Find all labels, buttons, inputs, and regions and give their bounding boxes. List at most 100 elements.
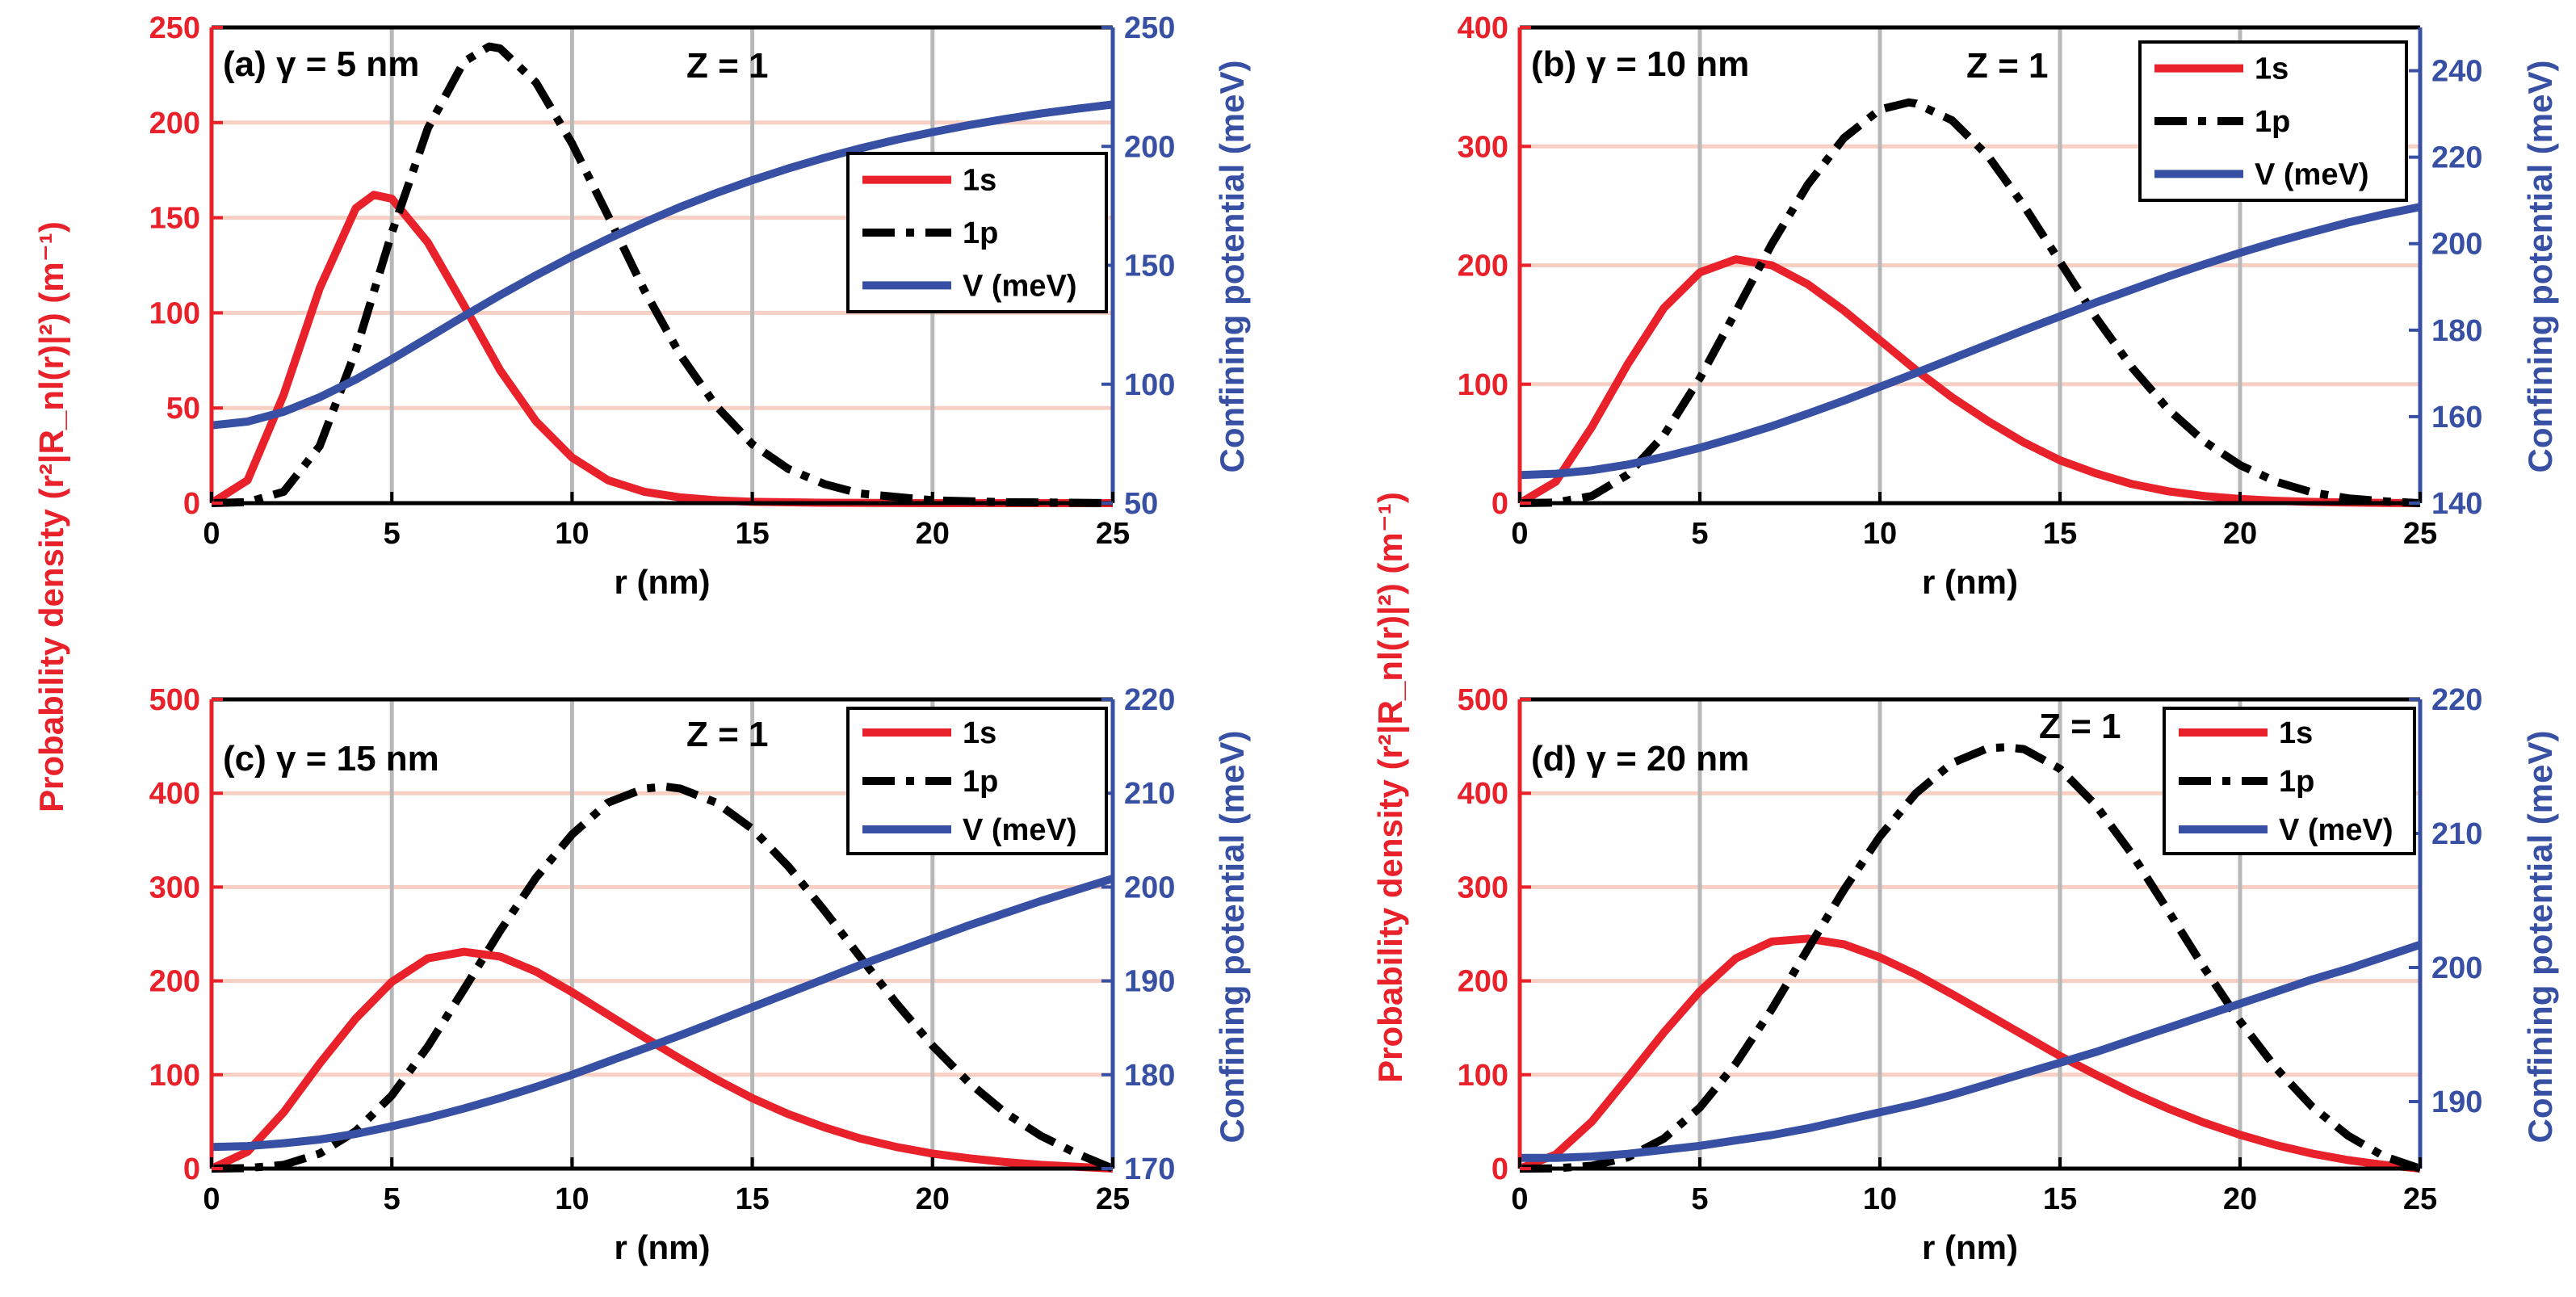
x-axis-label: r (nm) — [1922, 563, 2018, 601]
right-y-tick-label: 210 — [1124, 777, 1175, 811]
chart-panel-a: 0 5 10 15 20 2505010015020025050100150200250r… — [149, 11, 1176, 601]
x-tick-label: 15 — [2043, 1182, 2077, 1216]
right-y-tick-label: 100 — [1124, 368, 1175, 402]
right-y-tick-label: 240 — [2431, 55, 2482, 89]
right-y-tick-label: 140 — [2431, 487, 2482, 521]
right-y-tick-label: 250 — [1124, 11, 1175, 45]
right-y-tick-label: 150 — [1124, 250, 1175, 283]
z-label: Z = 1 — [2039, 707, 2121, 746]
left-y-axis-label: Probability density (r²|R_nl(r)|²) (m⁻¹) — [32, 221, 71, 812]
right-y-axis-label: Confining potential (meV) — [2521, 61, 2559, 473]
legend-label: 1p — [963, 216, 998, 250]
right-y-axis-label: Confining potential (meV) — [2521, 731, 2559, 1144]
left-y-tick-label: 200 — [1458, 250, 1508, 283]
series-line-1s — [209, 947, 1114, 1173]
x-tick-label: 10 — [1863, 1182, 1897, 1216]
right-y-axis-label: Confining potential (meV) — [1213, 731, 1251, 1144]
right-y-tick-label: 200 — [1124, 130, 1175, 164]
legend-label: 1s — [2255, 52, 2289, 86]
legend: 1s 1p V (meV) — [846, 152, 1108, 313]
legend-label: 1s — [2279, 716, 2313, 750]
left-y-tick-label: 500 — [1458, 683, 1508, 717]
x-tick-label: 20 — [2223, 1182, 2257, 1216]
legend-label: V (meV) — [963, 269, 1076, 303]
z-label: Z = 1 — [686, 46, 769, 86]
x-tick-label: 15 — [735, 517, 769, 551]
x-axis-label: r (nm) — [615, 1228, 711, 1266]
left-y-tick-label: 0 — [1491, 487, 1508, 521]
x-tick-label: 10 — [555, 1182, 589, 1216]
x-tick-label: 15 — [735, 1182, 769, 1216]
x-axis-label: r (nm) — [1922, 1228, 2018, 1266]
right-y-axis-label: Confining potential (meV) — [1213, 61, 1251, 473]
left-y-tick-label: 100 — [1458, 368, 1508, 402]
right-y-tick-label: 200 — [1124, 871, 1175, 905]
right-y-tick-label: 180 — [2431, 314, 2482, 348]
legend-label: V (meV) — [963, 813, 1076, 847]
x-tick-label: 25 — [1096, 517, 1130, 551]
left-y-tick-label: 400 — [149, 777, 200, 811]
legend-label: 1p — [963, 765, 998, 799]
chart-panel-d: 0 5 10 15 20 25 0 100 200 300 400 500 190 200 210 220 r … — [1458, 683, 2483, 1266]
legend-label: 1p — [2279, 765, 2314, 799]
left-y-axis-label: Probability density (r²|R_nl(r)|²) (m⁻¹) — [1371, 492, 1410, 1083]
panel-label: (d) γ = 20 nm — [1531, 739, 1749, 779]
series-line-1s — [1517, 255, 2421, 507]
left-y-tick-label: 400 — [1458, 11, 1508, 45]
right-y-tick-label: 50 — [1124, 487, 1158, 521]
series-line-1p — [1519, 743, 2422, 1173]
legend: 1s 1p V (meV) — [2138, 40, 2408, 202]
left-y-tick-label: 100 — [149, 1059, 200, 1093]
right-y-tick-label: 200 — [2431, 951, 2482, 985]
right-y-tick-label: 190 — [1124, 965, 1175, 999]
z-label: Z = 1 — [686, 715, 769, 754]
left-y-tick-label: 300 — [1458, 871, 1508, 905]
x-tick-label: 25 — [2403, 517, 2437, 551]
panel-label: (a) γ = 5 nm — [223, 44, 419, 84]
legend-label: 1p — [2255, 105, 2290, 139]
panel-label: (c) γ = 15 nm — [223, 739, 439, 779]
left-y-tick-label: 300 — [149, 871, 200, 905]
left-y-tick-label: 150 — [149, 202, 200, 236]
left-y-tick-label: 200 — [149, 107, 200, 141]
legend-label: 1s — [963, 716, 996, 750]
right-y-tick-label: 190 — [2431, 1085, 2482, 1119]
x-tick-label: 0 — [1511, 1182, 1528, 1216]
x-tick-label: 5 — [1691, 1182, 1708, 1216]
series-line-v-mev — [1519, 203, 2421, 480]
right-y-tick-label: 160 — [2431, 401, 2482, 434]
chart-panels: 0 5 10 15 20 2505010015020025050100150200250r… — [149, 11, 2483, 1266]
x-tick-label: 5 — [384, 517, 401, 551]
left-y-tick-label: 50 — [166, 392, 200, 426]
left-y-tick-label: 200 — [1458, 965, 1508, 999]
x-tick-label: 20 — [916, 517, 950, 551]
panel-label: (b) γ = 10 nm — [1531, 44, 1749, 84]
x-tick-label: 5 — [384, 1182, 401, 1216]
legend-label: 1s — [963, 164, 996, 198]
x-tick-label: 20 — [916, 1182, 950, 1216]
legend-label: V (meV) — [2255, 157, 2368, 191]
left-y-tick-label: 400 — [1458, 777, 1508, 811]
right-y-tick-label: 170 — [1124, 1152, 1175, 1186]
legend-label: V (meV) — [2279, 813, 2393, 847]
left-y-tick-label: 0 — [1491, 1152, 1508, 1186]
x-tick-label: 0 — [203, 517, 220, 551]
right-y-tick-label: 210 — [2431, 817, 2482, 851]
x-tick-label: 15 — [2043, 517, 2077, 551]
series-line-v-mev — [211, 100, 1114, 430]
left-y-tick-label: 200 — [149, 965, 200, 999]
x-tick-label: 20 — [2223, 517, 2257, 551]
right-y-tick-label: 220 — [1124, 683, 1175, 717]
legend: 1s 1p V (meV) — [846, 707, 1108, 855]
x-tick-label: 25 — [2403, 1182, 2437, 1216]
left-y-tick-label: 250 — [149, 11, 200, 45]
x-tick-label: 5 — [1691, 517, 1708, 551]
series-line-v-mev — [1520, 941, 2422, 1162]
z-label: Z = 1 — [1966, 46, 2049, 86]
x-tick-label: 0 — [1511, 517, 1528, 551]
x-tick-label: 10 — [1863, 517, 1897, 551]
series-line-1s — [1518, 934, 2421, 1173]
right-y-tick-label: 200 — [2431, 228, 2482, 262]
series-line-v-mev — [211, 875, 1114, 1152]
